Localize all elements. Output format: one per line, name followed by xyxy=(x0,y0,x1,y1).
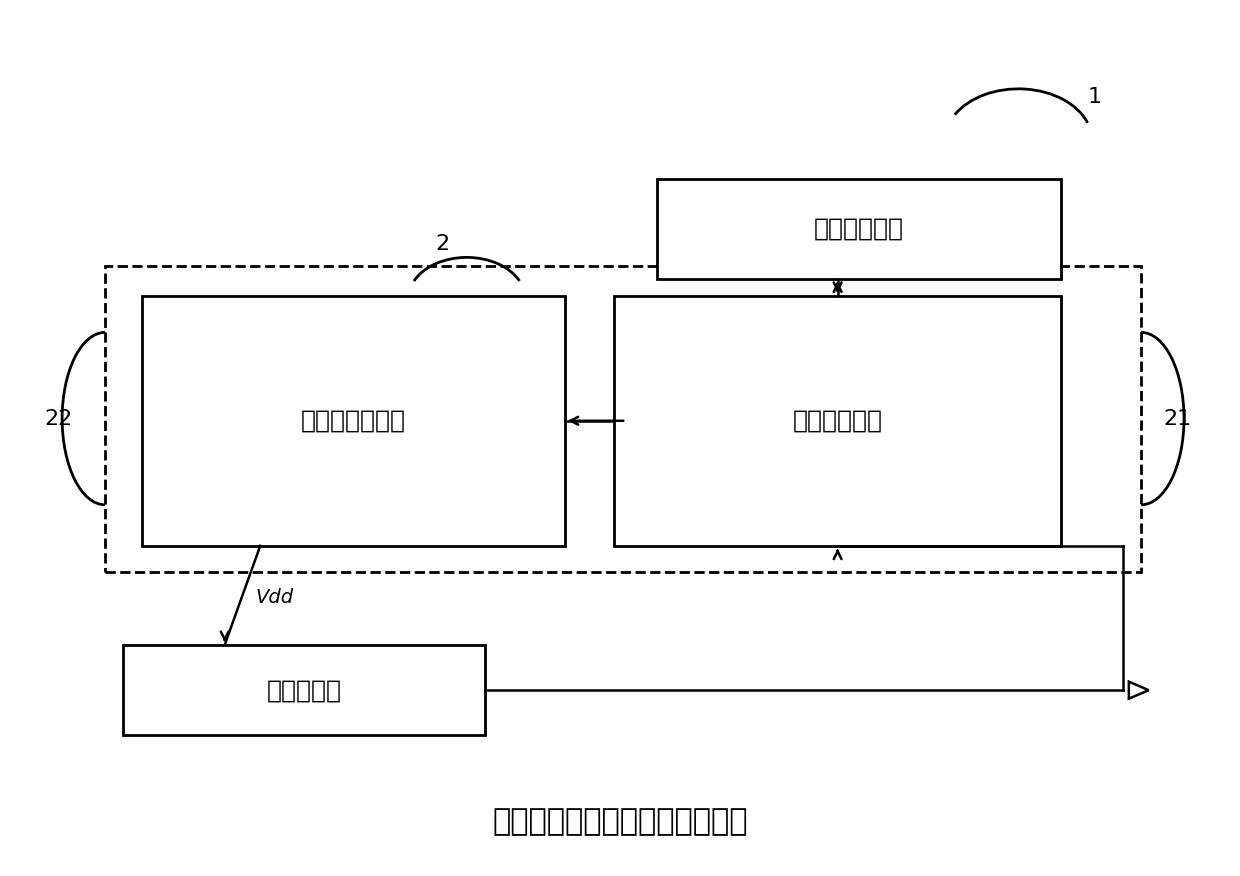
Bar xyxy=(657,180,1061,279)
Bar xyxy=(124,645,485,736)
Text: 获取晶体振荡器工作电压的系统: 获取晶体振荡器工作电压的系统 xyxy=(492,807,748,836)
Text: 时间检测模块: 时间检测模块 xyxy=(815,217,904,241)
Text: 电压源调节模块: 电压源调节模块 xyxy=(301,409,405,433)
Bar xyxy=(141,296,565,546)
Polygon shape xyxy=(1128,682,1148,699)
Text: 2: 2 xyxy=(435,234,449,254)
Text: Vdd: Vdd xyxy=(255,588,294,607)
Text: 22: 22 xyxy=(45,409,73,429)
Text: 1: 1 xyxy=(1087,88,1101,108)
Bar xyxy=(614,296,1061,546)
Text: 晶体振荡器: 晶体振荡器 xyxy=(267,678,342,703)
Text: 数字控制模块: 数字控制模块 xyxy=(792,409,883,433)
Text: 21: 21 xyxy=(1164,409,1192,429)
Bar xyxy=(105,265,1141,572)
